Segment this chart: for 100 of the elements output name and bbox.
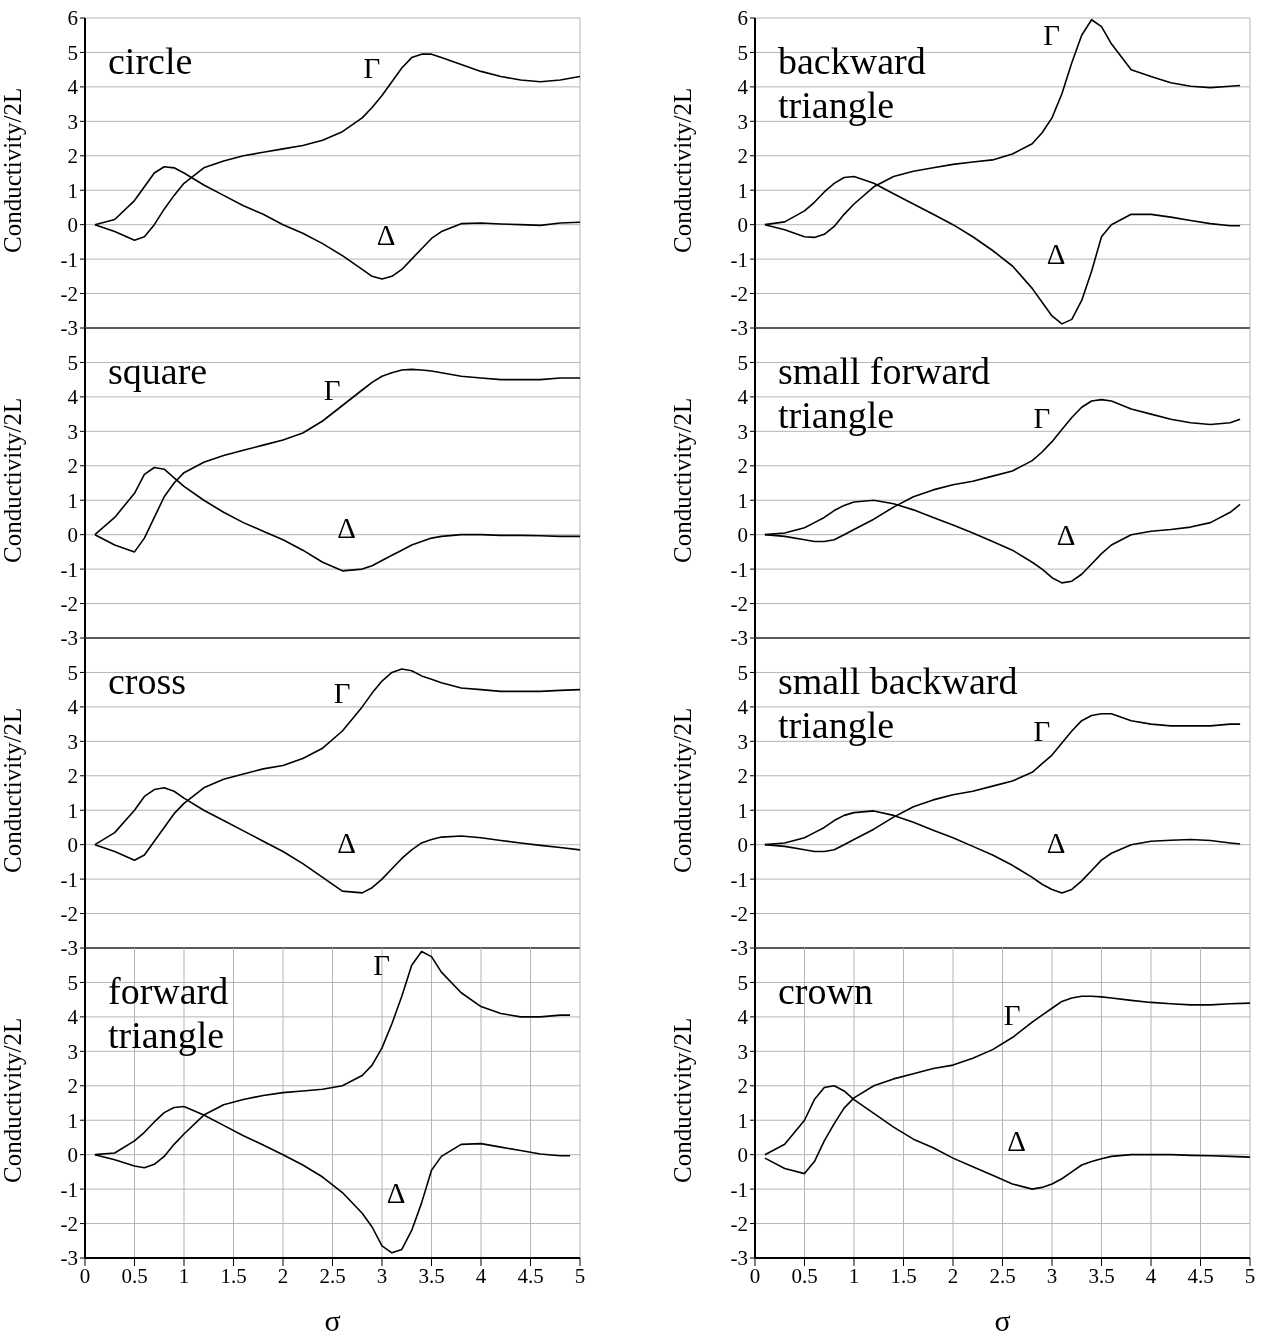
- y-tick-label: 1: [67, 1108, 78, 1133]
- y-tick-label: 2: [737, 1074, 748, 1099]
- y-tick-label: 0: [67, 213, 78, 238]
- y-tick-label: 5: [67, 970, 78, 995]
- y-axis-title: Conductivity/2L: [0, 707, 26, 873]
- y-tick-label: 0: [737, 833, 748, 858]
- y-tick-label: 4: [737, 695, 749, 720]
- y-tick-label: 1: [737, 798, 748, 823]
- y-tick-label: -3: [60, 1246, 78, 1271]
- x-tick-label: 3: [376, 1263, 388, 1288]
- y-axis-title: Conductivity/2L: [0, 397, 26, 563]
- annotation: Γ: [333, 677, 351, 710]
- x-tick-label: 3.5: [418, 1263, 445, 1288]
- y-tick-label: -3: [60, 316, 78, 341]
- x-tick-label: 1.5: [890, 1263, 917, 1288]
- y-tick-label: 2: [67, 1074, 78, 1099]
- y-tick-label: 3: [67, 419, 78, 444]
- text: crown: [778, 970, 873, 1014]
- annotation: Δ: [1056, 519, 1076, 552]
- x-tick-label: 5: [1244, 1263, 1256, 1288]
- y-tick-label: 5: [67, 40, 78, 65]
- y-axis-title: Conductivity/2L: [668, 397, 696, 563]
- y-tick-label: 5: [67, 660, 78, 685]
- y-tick-label: -2: [730, 282, 748, 307]
- y-tick-label: 3: [737, 729, 748, 754]
- y-tick-label: 3: [737, 419, 748, 444]
- y-tick-label: 3: [67, 1039, 78, 1064]
- y-axis-title: Conductivity/2L: [0, 87, 26, 253]
- y-tick-label: -2: [730, 592, 748, 617]
- y-tick-label: 0: [67, 1143, 78, 1168]
- annotation: Γ: [1003, 999, 1021, 1032]
- x-axis-title: σ: [994, 1304, 1011, 1337]
- y-tick-label: 5: [737, 40, 748, 65]
- x-tick-label: 2.5: [319, 1263, 346, 1288]
- y-tick-label: 4: [737, 75, 749, 100]
- y-tick-label: 1: [67, 178, 78, 203]
- y-tick-label: -1: [60, 1177, 78, 1202]
- annotation: Γ: [323, 374, 341, 406]
- y-tick-label: 1: [737, 178, 748, 203]
- annotation: Δ: [376, 219, 396, 252]
- y-tick-label: -3: [730, 316, 748, 341]
- y-axis-title: Conductivity/2L: [668, 1017, 696, 1183]
- y-tick-label: 1: [737, 1108, 748, 1133]
- y-tick-label: -1: [60, 867, 78, 892]
- y-tick-label: -2: [60, 902, 78, 927]
- y-tick-label: -2: [730, 902, 748, 927]
- y-tick-label: 3: [737, 1039, 748, 1064]
- y-tick-label: -2: [60, 1212, 78, 1237]
- annotation: Δ: [337, 512, 356, 545]
- y-tick-label: 3: [737, 109, 748, 134]
- y-tick-label: 4: [67, 1005, 79, 1030]
- y-tick-label: -2: [730, 1212, 748, 1237]
- y-tick-label: -1: [60, 247, 78, 272]
- annotation: Δ: [386, 1177, 406, 1209]
- y-tick-label: 1: [67, 488, 78, 513]
- text: cross: [108, 660, 187, 704]
- y-tick-label: 4: [67, 75, 79, 100]
- y-tick-label: 2: [67, 144, 78, 169]
- y-tick-label: -3: [60, 626, 78, 651]
- y-axis-title: Conductivity/2L: [668, 707, 696, 873]
- y-tick-label: -3: [730, 936, 748, 961]
- y-tick-label: 2: [737, 764, 748, 789]
- y-tick-label: -3: [730, 1246, 748, 1271]
- x-tick-label: 4: [475, 1263, 487, 1288]
- y-tick-label: 2: [737, 454, 748, 479]
- x-tick-label: 3: [1046, 1263, 1058, 1288]
- y-tick-label: -1: [60, 557, 78, 582]
- y-tick-label: 4: [67, 695, 79, 720]
- y-tick-label: 3: [67, 729, 78, 754]
- annotation: Γ: [363, 51, 381, 84]
- y-tick-label: 2: [67, 764, 78, 789]
- x-tick-label: 5: [574, 1263, 586, 1288]
- y-tick-label: 5: [737, 660, 748, 685]
- y-tick-label: -3: [60, 936, 78, 961]
- x-tick-label: 1: [848, 1263, 860, 1288]
- x-axis-title: σ: [324, 1304, 341, 1337]
- x-tick-label: 1.5: [220, 1263, 247, 1288]
- x-tick-label: 4.5: [517, 1263, 544, 1288]
- annotation: Γ: [373, 949, 391, 982]
- x-tick-label: 0.5: [791, 1263, 818, 1288]
- y-axis-title: Conductivity/2L: [0, 1017, 26, 1183]
- x-tick-label: 0.5: [121, 1263, 148, 1288]
- annotation: Γ: [1033, 715, 1051, 747]
- annotation: Γ: [1033, 401, 1051, 434]
- y-tick-label: 5: [737, 970, 748, 995]
- x-tick-label: 2: [947, 1263, 959, 1288]
- annotation: Δ: [1046, 238, 1066, 271]
- y-tick-label: 4: [737, 1005, 749, 1030]
- x-tick-label: 4.5: [1187, 1263, 1214, 1288]
- y-tick-label: 5: [737, 350, 748, 375]
- y-tick-label: 4: [67, 385, 79, 410]
- y-tick-label: 5: [67, 350, 78, 375]
- x-tick-label: 2: [277, 1263, 289, 1288]
- y-tick-label: -1: [730, 247, 748, 272]
- annotation: Γ: [1043, 19, 1061, 52]
- y-tick-label: 3: [67, 109, 78, 134]
- text: square: [108, 350, 208, 394]
- text: small backward triangle: [778, 660, 1018, 748]
- y-tick-label: 0: [67, 523, 78, 548]
- annotation: Δ: [337, 827, 356, 860]
